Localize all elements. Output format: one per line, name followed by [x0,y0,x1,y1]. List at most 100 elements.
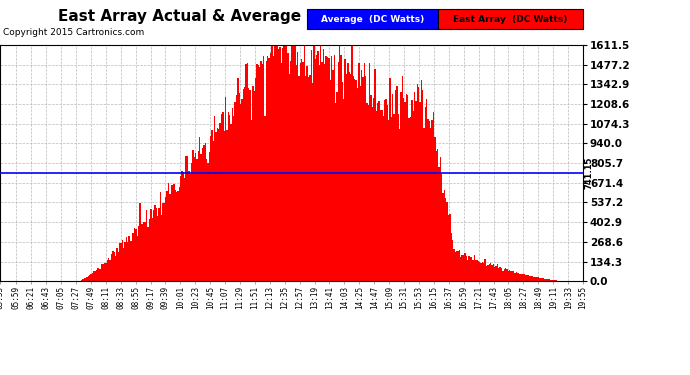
Bar [221,114,222,281]
Bar [101,264,103,281]
Bar [315,60,316,281]
Bar [479,262,480,281]
Bar [197,159,198,281]
Bar [288,53,289,281]
Bar [246,63,248,281]
Bar [95,270,96,281]
Bar [456,251,457,281]
Bar [236,95,237,281]
Bar [483,263,484,281]
Bar [302,62,304,281]
Bar [457,251,459,281]
Bar [166,191,168,281]
Bar [172,185,173,281]
Bar [347,63,348,281]
Bar [97,268,99,281]
Bar [475,260,476,281]
Bar [379,100,380,281]
Bar [132,233,134,281]
Bar [463,255,464,281]
Bar [328,58,330,281]
Bar [373,98,375,281]
Bar [239,93,240,281]
Bar [83,278,85,281]
Bar [286,45,288,281]
Bar [275,45,277,281]
Bar [452,240,453,281]
Bar [540,278,542,281]
Bar [266,60,267,281]
Bar [270,53,271,281]
Bar [190,174,191,281]
Bar [225,97,226,281]
Bar [557,280,558,281]
Bar [155,205,156,281]
Bar [551,280,553,281]
Bar [108,258,110,281]
Bar [150,209,152,281]
Bar [142,224,144,281]
Bar [444,190,445,281]
Bar [532,276,533,281]
Bar [365,76,366,281]
Bar [366,103,368,281]
Bar [117,252,119,281]
Bar [361,70,362,281]
Bar [186,156,187,281]
Bar [90,274,92,281]
Bar [442,194,444,281]
Bar [116,248,117,281]
Bar [513,271,515,281]
Bar [386,105,388,281]
Bar [399,129,400,281]
Bar [455,252,456,281]
Bar [348,72,350,281]
Bar [281,63,282,281]
Bar [170,185,172,281]
Bar [533,276,535,281]
Bar [235,102,236,281]
Bar [290,61,292,281]
Bar [244,87,246,281]
Bar [250,120,252,281]
Bar [127,242,128,281]
Bar [539,278,540,281]
Bar [518,274,520,281]
Bar [110,254,112,281]
Bar [229,115,230,281]
Bar [309,75,310,281]
Bar [400,92,402,281]
Bar [472,260,473,281]
Bar [256,64,257,281]
Bar [79,280,81,281]
Bar [308,76,309,281]
Bar [155,208,157,281]
Bar [473,255,475,281]
Bar [476,260,477,281]
Bar [277,45,278,281]
Bar [195,153,197,281]
Bar [215,132,217,281]
Bar [198,150,199,281]
Bar [252,86,253,281]
Bar [453,249,455,281]
Bar [184,178,186,281]
Bar [542,278,543,281]
Bar [546,279,547,281]
Bar [262,64,263,281]
Bar [377,103,379,281]
Bar [268,58,270,281]
Bar [381,110,383,281]
Bar [179,186,180,281]
Bar [297,52,298,281]
Bar [375,69,376,281]
Bar [522,274,524,281]
Bar [148,227,149,281]
Bar [391,117,392,281]
Bar [304,45,305,281]
Bar [248,88,249,281]
Bar [88,276,89,281]
Bar [145,222,146,281]
Bar [124,242,126,281]
Bar [484,259,486,281]
